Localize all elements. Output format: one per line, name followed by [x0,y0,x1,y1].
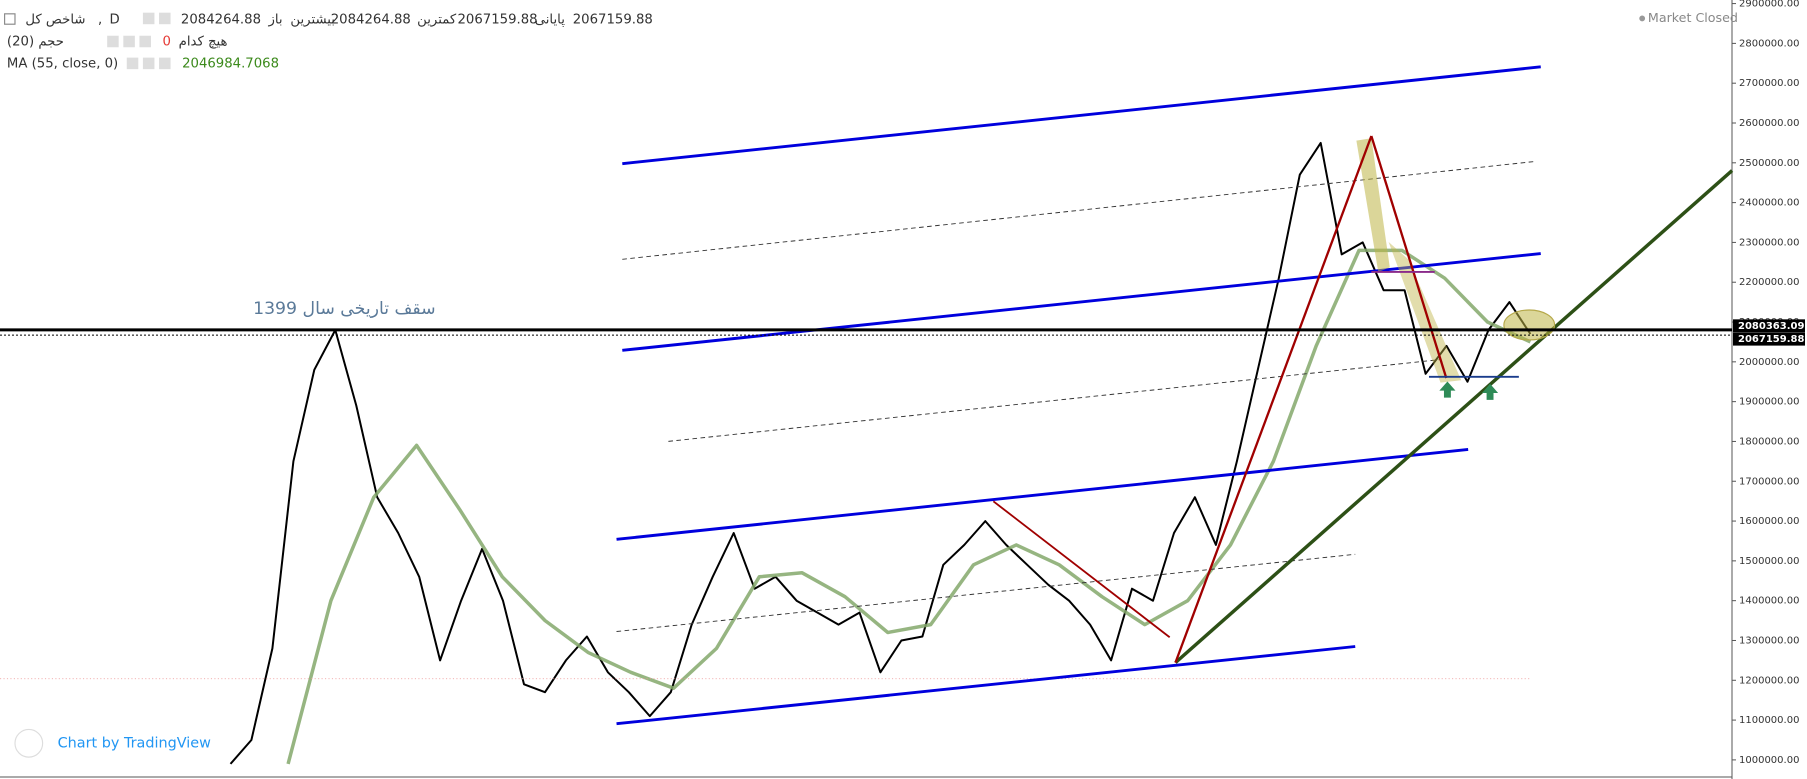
up-arrow [1481,383,1499,400]
icon[interactable] [123,35,135,48]
icon[interactable] [126,57,139,70]
high: 2084264.88 [331,13,411,28]
up-arrow [1439,381,1456,398]
channel-line [622,252,1541,352]
y-tick-label: 1500000.00 [1739,556,1799,567]
y-tick-label: 2400000.00 [1739,198,1799,209]
arrow-line [1174,135,1373,664]
status: Market Closed [1648,10,1738,25]
channel-line [622,65,1541,166]
y-tick-label: 2200000.00 [1739,277,1799,288]
price-axis [1732,0,1807,779]
collapse-icon[interactable] [4,13,16,25]
y-tick-label: 2800000.00 [1739,38,1799,49]
price-tag-label: 2080363.09 [1738,321,1804,332]
y-tick-label: 2700000.00 [1739,78,1799,89]
y-tick-label: 1400000.00 [1739,596,1799,607]
icon[interactable] [159,12,171,25]
y-tick-label: 1000000.00 [1739,755,1799,766]
ma-value: 2046984.7068 [182,56,279,71]
y-tick-label: 2900000.00 [1739,0,1799,10]
interval: D [109,13,119,28]
volume: حجم (20) [7,34,64,49]
open: 2084264.88 [181,13,261,28]
y-tick-label: 1100000.00 [1739,715,1799,726]
y-tick-label: 2500000.00 [1739,158,1799,169]
icon[interactable] [142,12,155,25]
drawings: سقف تاریخی سال 1399 شاخص کل , D 2084264.… [0,10,1738,758]
volume-value: 0 [162,34,170,49]
y-tick-label: 1300000.00 [1739,635,1799,646]
high-label: بیشترین [290,13,335,28]
price-tag [1733,332,1805,346]
open-label: باز [268,13,283,28]
y-tick-label: 2600000.00 [1739,118,1799,129]
symbol: شاخص کل [25,13,85,28]
price-line [229,141,1532,765]
highlight [1356,138,1390,272]
y-tick-label: 1600000.00 [1739,516,1799,527]
highlight [1503,309,1556,341]
separator: , [98,13,102,28]
ma-name: MA (55, close, 0) [7,56,118,71]
logo [14,728,44,758]
watermark[interactable]: Chart by TradingView [58,735,212,751]
y-tick-label: 1900000.00 [1739,397,1799,408]
icon[interactable] [107,35,119,48]
arrow-line [1370,135,1448,379]
arrow-line [992,500,1171,639]
close-label: پایانی [535,13,565,28]
y-tick-label: 1700000.00 [1739,476,1799,487]
icon[interactable] [139,35,151,48]
y-tick-label: 2300000.00 [1739,237,1799,248]
low-label: کمترین [417,13,457,28]
y-tick-label: 1800000.00 [1739,436,1799,447]
channel-line [616,645,1356,726]
channel-mid [616,553,1356,632]
volume-mode: هیچ کدام [179,34,228,49]
y-tick-label: 1200000.00 [1739,675,1799,686]
low: 2067159.88 [458,13,538,28]
price-tag [1733,319,1805,333]
annotation: سقف تاریخی سال 1399 [253,299,436,319]
status-dot [1639,15,1646,22]
trend-line [1174,169,1734,664]
icon[interactable] [159,57,171,70]
price-tag-label: 2067159.88 [1738,334,1804,345]
channel-line [616,448,1469,541]
y-tick-label: 2000000.00 [1739,357,1799,368]
channel-mid [668,359,1441,442]
close: 2067159.88 [573,13,653,28]
icon[interactable] [142,57,155,70]
